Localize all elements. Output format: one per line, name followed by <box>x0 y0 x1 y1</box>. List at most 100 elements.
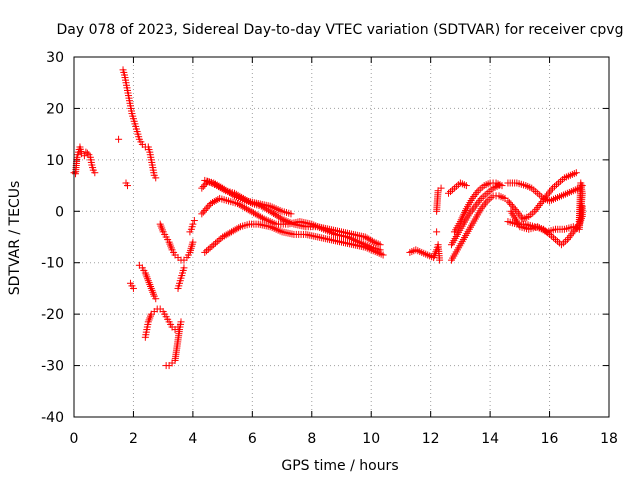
x-tick-labels: 0 2 4 6 8 10 12 14 16 18 <box>70 431 618 447</box>
data-point <box>189 238 197 246</box>
data-point <box>539 226 547 234</box>
data-point <box>158 224 166 232</box>
data-point <box>546 188 554 196</box>
x-axis-label: GPS time / hours <box>281 458 398 474</box>
data-point <box>199 182 207 190</box>
data-point <box>219 233 227 241</box>
data-point <box>244 206 252 214</box>
data-point <box>516 211 524 219</box>
data-point <box>190 217 198 225</box>
x-tick-label: 4 <box>188 431 197 447</box>
x-tick-label: 18 <box>600 431 618 447</box>
y-tick-label: -40 <box>41 410 64 426</box>
x-tick-label: 2 <box>129 431 138 447</box>
data-point <box>572 169 580 177</box>
data-point <box>568 230 576 238</box>
x-tick-label: 6 <box>248 431 257 447</box>
data-point <box>462 182 470 190</box>
data-point <box>365 235 373 243</box>
data-point <box>222 231 230 239</box>
data-point <box>255 212 263 220</box>
data-point <box>246 207 254 215</box>
data-point <box>83 149 91 157</box>
data-point <box>537 225 545 233</box>
data-point <box>204 203 212 211</box>
data-point <box>367 236 375 244</box>
data-point <box>535 202 543 209</box>
data-point <box>258 214 266 222</box>
data-point <box>507 200 515 208</box>
data-point <box>215 236 223 244</box>
data-point <box>202 205 210 213</box>
grid-lines <box>74 57 609 417</box>
data-point <box>206 244 214 252</box>
data-point <box>115 135 123 143</box>
data-point <box>167 242 175 250</box>
data-point <box>152 174 160 182</box>
data-point <box>532 205 540 213</box>
data-point <box>211 180 219 188</box>
data-point <box>210 198 218 206</box>
data-point <box>534 223 542 231</box>
data-point <box>534 203 542 211</box>
data-point <box>470 204 478 212</box>
data-point <box>233 200 241 208</box>
data-point <box>208 242 216 250</box>
y-tick-label: 20 <box>46 101 64 117</box>
data-point <box>471 191 479 199</box>
y-tick-label: -10 <box>41 256 64 272</box>
data-point <box>241 204 249 212</box>
data-point <box>379 251 387 259</box>
data-point <box>215 182 223 190</box>
data-point <box>210 179 218 187</box>
data-point <box>250 209 258 217</box>
data-point <box>368 237 376 245</box>
data-point <box>201 206 209 214</box>
data-point <box>213 238 221 246</box>
x-tick-label: 10 <box>362 431 380 447</box>
data-point <box>251 210 259 218</box>
data-point <box>229 191 237 199</box>
data-point <box>547 186 555 194</box>
x-tick-label: 12 <box>422 431 440 447</box>
data-point <box>198 184 206 192</box>
data-point <box>253 211 261 219</box>
x-tick-label: 16 <box>541 431 559 447</box>
data-point <box>210 241 218 249</box>
data-point <box>152 295 160 303</box>
data-point <box>575 218 583 226</box>
data-point <box>211 239 219 247</box>
data-point <box>437 184 445 192</box>
data-point <box>203 247 211 255</box>
data-point <box>287 210 295 218</box>
data-point <box>535 224 543 232</box>
data-point <box>229 227 237 235</box>
data-point <box>207 200 215 208</box>
x-tick-label: 14 <box>481 431 499 447</box>
data-point <box>189 220 197 228</box>
data-point <box>180 264 188 272</box>
data-point <box>124 182 131 190</box>
data-point <box>242 205 250 213</box>
data-point <box>233 225 241 233</box>
y-tick-label: -20 <box>41 307 64 323</box>
data-point <box>237 202 245 210</box>
data-point <box>201 248 209 256</box>
data-point <box>239 203 247 211</box>
data-point <box>537 200 545 208</box>
data-point <box>235 201 243 209</box>
data-point <box>498 182 506 190</box>
data-point <box>361 233 369 241</box>
data-point <box>209 199 217 207</box>
data-point <box>129 284 137 292</box>
data-point <box>363 234 371 242</box>
y-tick-label: 10 <box>46 153 64 169</box>
data-point <box>276 214 284 222</box>
data-point <box>220 232 228 240</box>
data-point <box>91 169 99 177</box>
data-point <box>198 210 206 218</box>
data-point <box>228 228 236 236</box>
data-point <box>224 230 232 238</box>
y-axis-label: SDTVAR / TECUs <box>7 181 23 296</box>
